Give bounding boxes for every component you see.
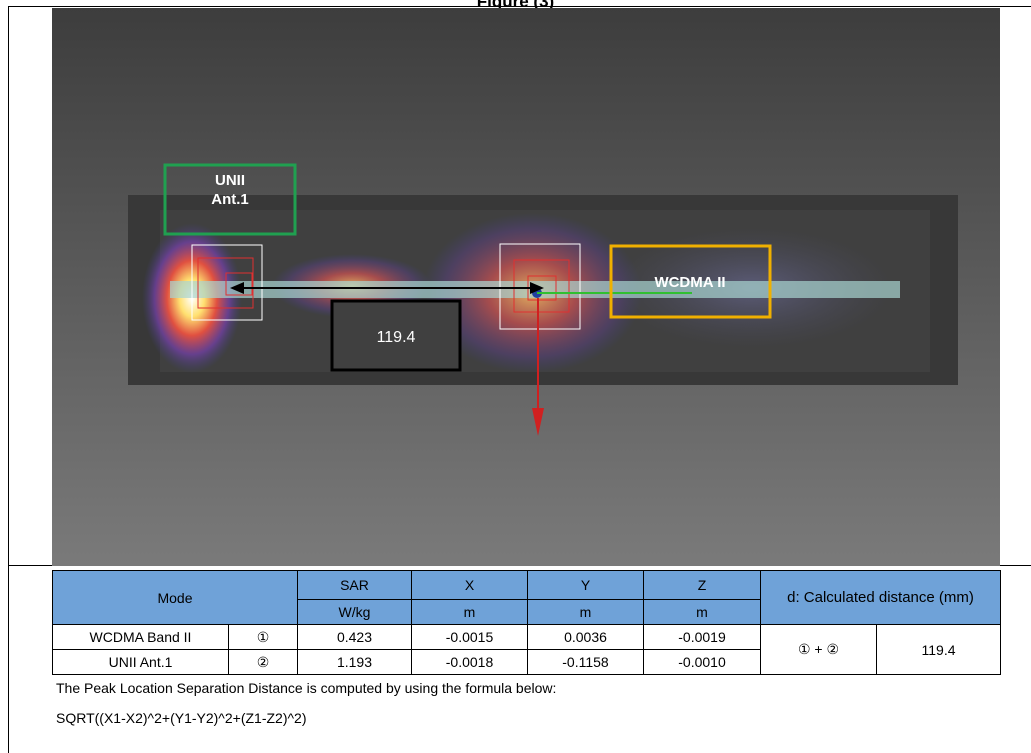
unit-cell: W/kg [298, 600, 412, 625]
distance-label: 119.4 [377, 329, 416, 346]
cell: 0.0036 [528, 625, 644, 650]
header-cell: Mode [53, 571, 298, 625]
unit-cell: m [528, 600, 644, 625]
note: SQRT((X1-X2)^2+(Y1-Y2)^2+(Z1-Z2)^2) [56, 710, 307, 726]
frame-edge [8, 566, 9, 753]
cell: -0.0019 [644, 625, 761, 650]
cell: ① + ② [761, 625, 877, 675]
cell: -0.1158 [528, 650, 644, 675]
cell: ① [229, 625, 298, 650]
header-cell: X [412, 571, 528, 600]
note: The Peak Location Separation Distance is… [56, 680, 556, 696]
cell: WCDMA Band II [53, 625, 229, 650]
results-table: Mode SAR X Y Z d: Calculated distance (m… [52, 570, 1001, 675]
cell: 1.193 [298, 650, 412, 675]
cell: UNII Ant.1 [53, 650, 229, 675]
cell: -0.0018 [412, 650, 528, 675]
antenna-label: WCDMA II [654, 274, 725, 291]
unit-cell: m [412, 600, 528, 625]
unit-cell: m [644, 600, 761, 625]
cell: -0.0010 [644, 650, 761, 675]
cell: 0.423 [298, 625, 412, 650]
header-cell: Z [644, 571, 761, 600]
header-cell: SAR [298, 571, 412, 600]
header-cell: d: Calculated distance (mm) [761, 571, 1001, 625]
cell: ② [229, 650, 298, 675]
cell: 119.4 [877, 625, 1001, 675]
header-cell: Y [528, 571, 644, 600]
cell: -0.0015 [412, 625, 528, 650]
page: Figure (3) UNIIAnt.1 WCDMA II 119.4 Mode… [0, 0, 1031, 753]
